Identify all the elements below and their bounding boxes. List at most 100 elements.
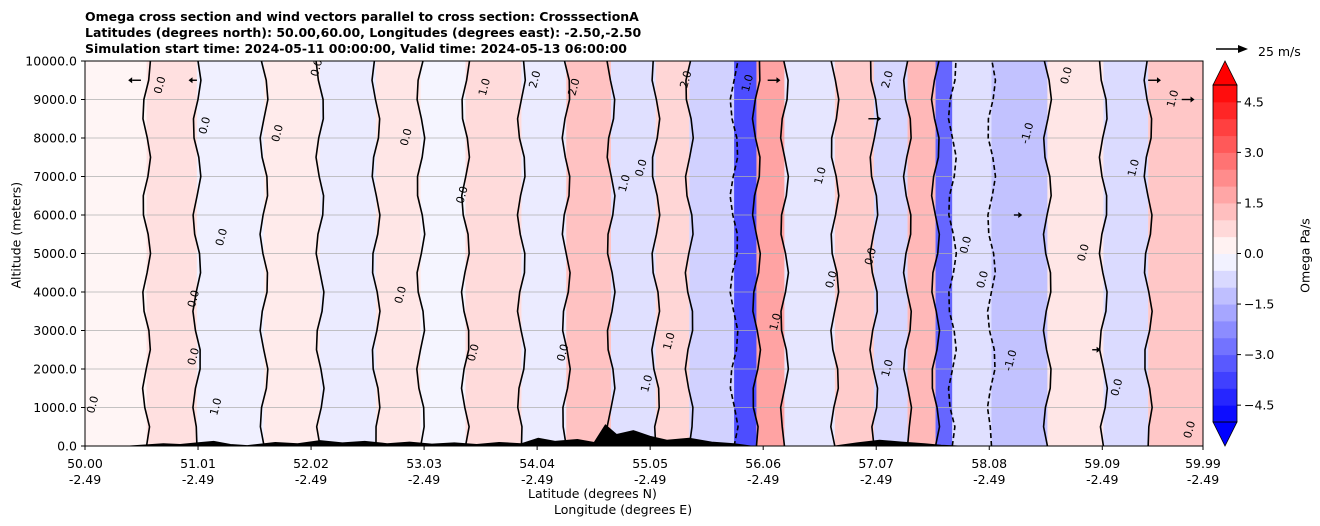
colorbar-segment [1213,169,1237,187]
y-tick-label: 1000.0 [33,400,77,415]
contour-line [1098,61,1109,446]
wind-vector-head [77,174,81,180]
x-tick-label-lat: 56.06 [745,456,781,471]
terrain-silhouette [129,424,958,446]
contour-line [684,61,695,446]
y-tick-label: 0.0 [57,439,77,454]
contour-label: 0.0 [84,395,101,415]
chart-title-line-2: Latitudes (degrees north): 50.00,60.00, … [85,25,642,40]
colorbar-segment [1213,253,1237,271]
wind-vector-head [72,154,76,160]
contour-label: 0.0 [1181,420,1198,440]
y-tick-label: 4000.0 [33,285,77,300]
contour-label: 1.0 [1164,88,1181,108]
x-tick-label-lon: -2.49 [521,472,553,487]
omega-line-contours [141,61,1153,446]
colorbar-segment [1213,388,1237,406]
contour-label: 0.0 [185,289,202,309]
contour-label: 0.0 [454,185,471,205]
contour-label: 0.0 [398,127,415,147]
contour-label: 2.0 [565,77,582,97]
contour-label: 1.0 [661,331,678,351]
contour-label: 1.0 [767,312,784,332]
contour-label: 0.0 [465,343,482,363]
wind-vector-head [70,116,74,122]
wind-vector-head [1018,212,1023,218]
colorbar-segment [1213,101,1237,120]
contour-label: 0.0 [392,285,409,305]
y-tick-label: 10000.0 [25,54,77,69]
y-tick-label: 9000.0 [33,92,77,107]
plot-area: 0.0 0.0 0.0 0.0 0.0 0.0 0.0 1.0 0.0 0.0 0.0 0.0 0.0 1… [68,61,1203,446]
colorbar-segment [1213,152,1237,170]
contour-label: 0.0 [633,158,650,178]
x-tick-label-lon: -2.49 [408,472,440,487]
x-tick-label-lat: 57.07 [858,456,894,471]
x-tick-label-lon: -2.49 [69,472,101,487]
contour-label: 0.0 [185,346,202,366]
colorbar-segment [1213,320,1237,339]
contour-label: 1.0 [476,77,493,97]
contour-line [259,61,269,446]
x-tick-label-lat: 59.09 [1084,456,1120,471]
x-axis-ticks: 50.00-2.4951.01-2.4952.02-2.4953.03-2.49… [67,446,1221,487]
contour-line [902,61,913,446]
contour-line [751,61,762,446]
chart-title-line-1: Omega cross section and wind vectors par… [85,9,639,24]
contour-line [779,61,790,446]
colorbar-segment [1213,85,1237,103]
contour-label: 0.0 [196,115,213,135]
contour-label: 0.0 [957,235,974,255]
colorbar-segment [1213,304,1237,322]
contour-label: 2.0 [879,69,896,89]
contour-line [416,61,426,446]
wind-vector-head [68,77,72,83]
contour-line [947,61,958,446]
contour-line [729,61,739,446]
contour-line [141,61,152,446]
chart-title-line-3: Simulation start time: 2024-05-11 00:00:… [85,41,627,56]
contour-label: 1.0 [812,165,829,185]
colorbar-segment [1213,371,1237,389]
contour-label: 0.0 [554,343,571,363]
contour-line [930,61,941,446]
x-tick-label-lon: -2.49 [182,472,214,487]
wind-vector-head [128,77,133,84]
x-tick-label-lon: -2.49 [634,472,666,487]
y-tick-label: 6000.0 [33,208,77,223]
x-tick-label-lat: 50.00 [67,456,103,471]
contour-label: 1.0 [1125,158,1142,178]
colorbar-tick-label: −4.5 [1244,398,1274,413]
wind-vector-head [188,77,193,84]
contour-label: 0.0 [1058,65,1075,85]
contour-label: 2.0 [526,69,543,89]
y-tick-label: 3000.0 [33,323,77,338]
contour-label: 0.0 [1075,242,1092,262]
terrain [129,424,958,446]
colorbar-segment [1213,270,1237,288]
y-axis-label: Altitude (meters) [8,181,24,289]
contour-line [1042,61,1053,446]
x-axis-label-latitude: Latitude (degrees N) [528,486,657,501]
contour-label: 2.0 [677,69,694,89]
contour-label: 1.0 [879,358,896,378]
contour-line [315,61,325,446]
colorbar-label: Omega Pa/s [1297,218,1313,293]
colorbar-tick-label: 3.0 [1244,145,1264,160]
colorbar-segment [1213,405,1237,423]
contour-line [986,61,997,446]
colorbar-tick-label: 4.5 [1244,94,1264,109]
contour-line [606,61,616,446]
contour-line [516,61,527,446]
x-tick-label-lat: 55.05 [632,456,668,471]
contour-line [1143,61,1153,446]
colorbar-segment [1213,135,1237,153]
colorbar-segment [1213,118,1237,137]
colorbar-tick-label: 1.5 [1244,195,1264,210]
contour-line [829,61,840,446]
contour-label: 0.0 [151,75,168,95]
reference-vector [1216,45,1248,53]
contour-line [192,61,202,446]
contour-label: -1.0 [1018,121,1036,145]
